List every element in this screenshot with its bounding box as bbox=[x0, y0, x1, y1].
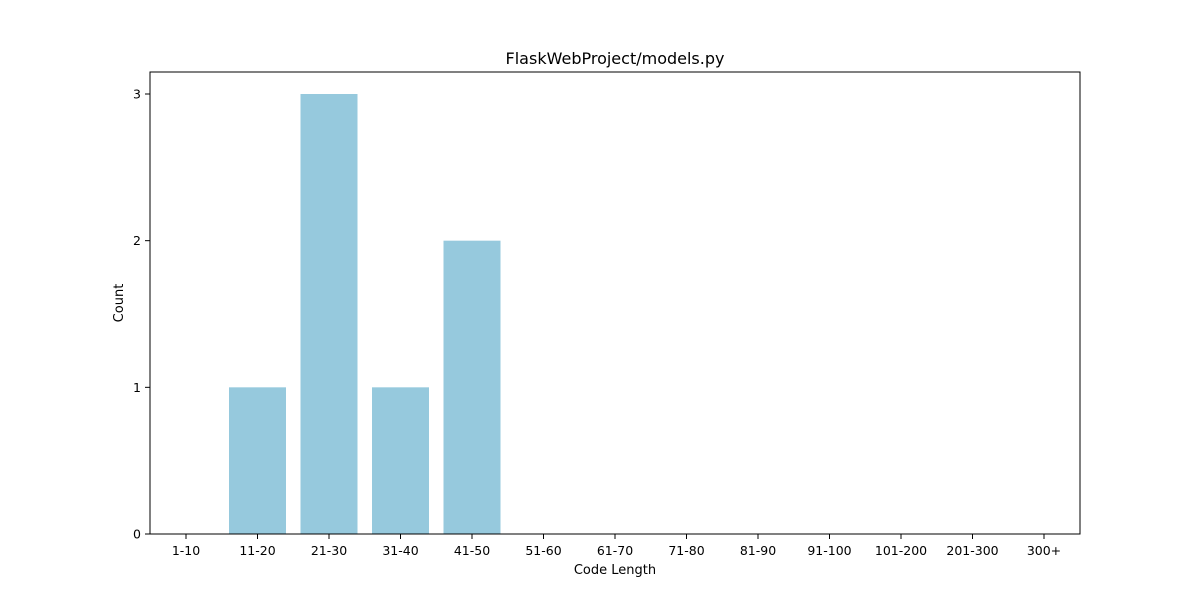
x-axis-ticks: 1-10 11-20 21-30 31-40 41-50 51-60 61-70 71-80 8… bbox=[172, 534, 1061, 558]
x-tick-label: 201-300 bbox=[946, 543, 998, 558]
bar-41-50 bbox=[443, 240, 501, 535]
y-axis-ticks: 0 1 2 3 bbox=[133, 87, 150, 542]
bar-31-40 bbox=[372, 387, 429, 534]
x-tick-label: 61-70 bbox=[597, 543, 633, 558]
y-tick-label: 2 bbox=[133, 233, 141, 248]
x-tick-label: 71-80 bbox=[668, 543, 704, 558]
x-tick-label: 51-60 bbox=[525, 543, 561, 558]
bar-11-20 bbox=[229, 387, 286, 534]
y-tick-label: 0 bbox=[133, 527, 141, 542]
x-tick-label: 300+ bbox=[1027, 543, 1061, 558]
y-tick-label: 1 bbox=[133, 380, 141, 395]
plot-frame bbox=[149, 71, 1081, 535]
x-tick-label: 21-30 bbox=[311, 543, 347, 558]
x-tick-label: 81-90 bbox=[740, 543, 776, 558]
x-tick-label: 11-20 bbox=[239, 543, 275, 558]
x-tick-label: 31-40 bbox=[382, 543, 418, 558]
x-tick-label: 1-10 bbox=[172, 543, 200, 558]
x-axis-label: Code Length bbox=[574, 563, 656, 578]
bar-21-30 bbox=[300, 94, 358, 534]
x-tick-label: 91-100 bbox=[807, 543, 851, 558]
x-tick-label: 41-50 bbox=[454, 543, 490, 558]
y-tick-label: 3 bbox=[133, 87, 141, 102]
chart-title: FlaskWebProject/models.py bbox=[506, 49, 725, 68]
x-tick-label: 101-200 bbox=[875, 543, 927, 558]
y-axis-label: Count bbox=[112, 284, 127, 323]
bars-group bbox=[229, 94, 501, 535]
